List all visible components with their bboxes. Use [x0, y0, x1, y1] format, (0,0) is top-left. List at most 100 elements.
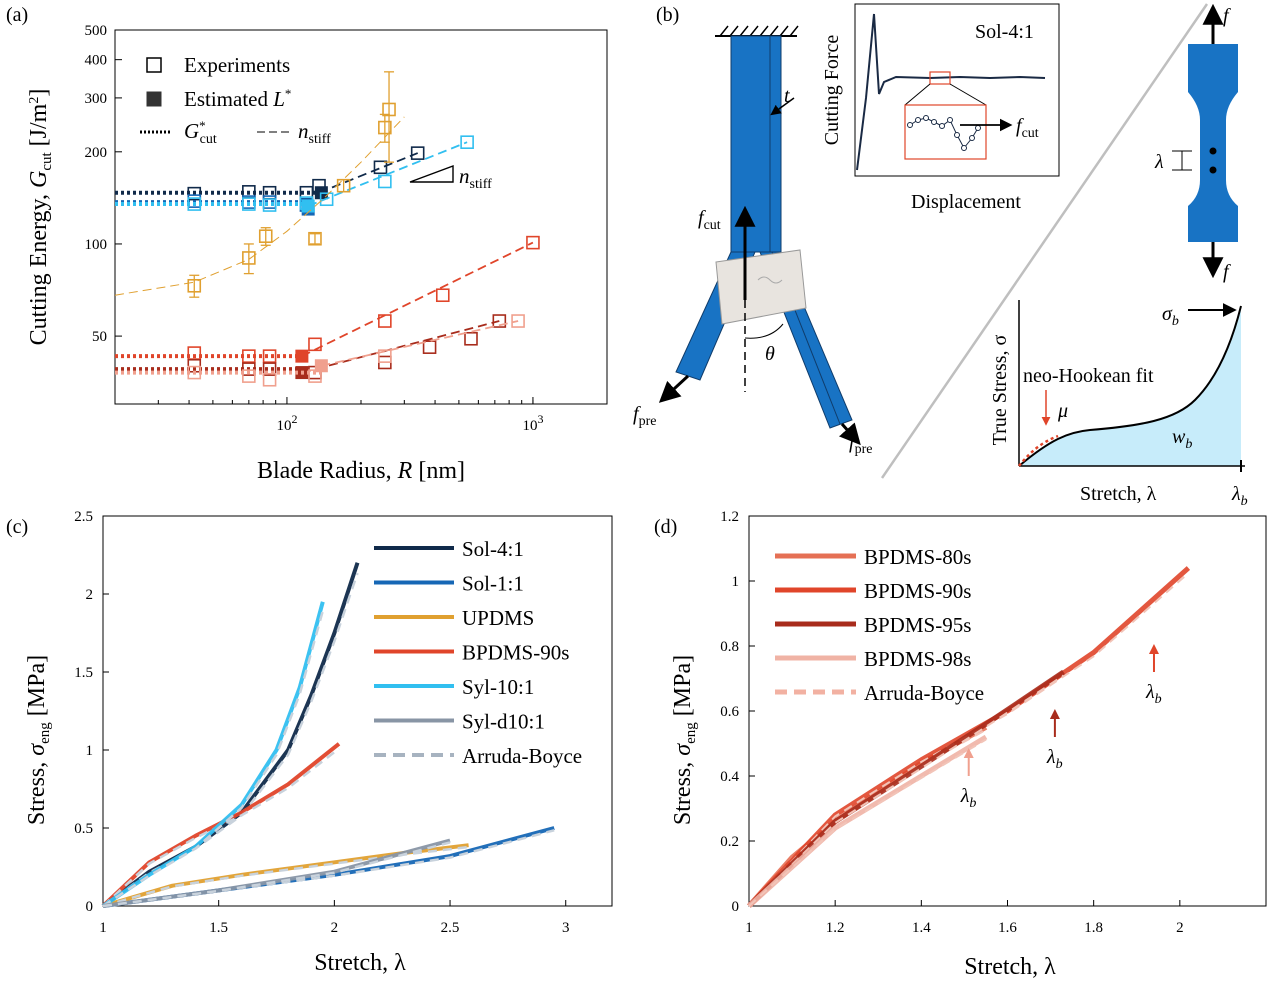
arruda-boyce-fit-UPDMS — [102, 845, 469, 908]
clamp-hatch — [719, 25, 799, 37]
panel-a-x-label: Blade Radius, R [nm] — [257, 458, 465, 484]
break-arrow-head — [1049, 709, 1060, 719]
y-tick-label: 2 — [86, 587, 94, 603]
y-tick-label: 50 — [92, 329, 107, 345]
slope-label: nstiff — [459, 164, 492, 192]
nstiff-fit-line — [321, 320, 519, 367]
fit-label: neo-Hookean fit — [1023, 365, 1154, 387]
y-tick-label: 1 — [86, 743, 94, 759]
force-inset-sample: Sol-4:1 — [975, 21, 1034, 43]
estimated-point — [301, 199, 315, 213]
zoom-dots — [907, 115, 981, 151]
legend-estimated-label: Estimated L* — [184, 86, 291, 111]
panel-d-x-label: Stretch, λ — [964, 954, 1056, 980]
zoom-small-box — [929, 71, 951, 85]
y-tick-label: 300 — [85, 91, 108, 107]
lambda-b-label: λb — [1231, 483, 1248, 509]
fpre-right-label: fpre — [849, 431, 872, 457]
experiment-point — [242, 349, 256, 363]
experiment-point — [262, 372, 277, 387]
panel-c-axes-box — [102, 515, 613, 907]
arruda-boyce-fit-Sol-4:1 — [102, 572, 359, 908]
y-tick-label: 1 — [732, 574, 740, 590]
experiment-point — [242, 251, 256, 265]
x-tick-label: 102 — [276, 412, 297, 434]
dogbone-dot-1 — [1209, 147, 1217, 155]
fcut-inset-label: fcut — [1016, 115, 1039, 141]
stress-y-label: True Stress, σ — [989, 334, 1011, 445]
wb-area — [1019, 306, 1241, 466]
arruda-boyce-fit-Syl-d10:1 — [102, 841, 451, 908]
y-tick-label: 0.6 — [720, 704, 739, 720]
stress-curve-BPDMS-80s — [747, 725, 988, 908]
panel-c-chart: Stretch, λ Stress, σeng [MPa] 1 1.5 2 2.5 3 0… — [24, 509, 613, 976]
arruda-boyce-fit-Syl-10:1 — [102, 610, 325, 908]
y-tick-label: 1.2 — [720, 509, 739, 525]
stress-curve-Syl-10:1 — [101, 601, 325, 908]
experiment-point — [242, 362, 256, 376]
t-label: t — [784, 85, 790, 107]
experiment-point — [492, 314, 507, 328]
fcut-label: fcut — [698, 207, 721, 233]
legend-label: Sol-1:1 — [462, 572, 524, 596]
nstiff-fit-line — [307, 141, 468, 207]
stress-curve-Syl-d10:1 — [102, 838, 451, 908]
x-tick-label: 2.5 — [441, 920, 460, 936]
legend-label: BPDMS-90s — [864, 579, 971, 603]
experiment-point — [464, 331, 478, 346]
panel-d-y-label: Stress, σeng [MPa] — [670, 655, 699, 825]
panel-d-legend: BPDMS-80s BPDMS-90s BPDMS-95s BPDMS-98s Arru… — [775, 545, 984, 705]
estimated-point — [314, 359, 328, 373]
break-arrow-head — [1148, 644, 1159, 654]
panel-label-a: (a) — [6, 4, 28, 26]
x-tick-label: 1.5 — [209, 920, 228, 936]
break-label: λb — [960, 785, 977, 811]
experiment-point — [382, 102, 396, 117]
legend-label: UPDMS — [462, 606, 534, 630]
theta-arc — [744, 323, 784, 339]
legend-label: BPDMS-80s — [864, 545, 971, 569]
y-tick-label: 100 — [85, 237, 108, 253]
legend-experiments-marker — [146, 57, 162, 73]
x-tick-label: 1.8 — [1084, 920, 1103, 936]
experiment-point — [262, 362, 277, 376]
zoom-big-box — [904, 104, 987, 160]
mu-label: μ — [1057, 400, 1068, 422]
dogbone — [1188, 44, 1238, 242]
legend-label: BPDMS-98s — [864, 647, 971, 671]
panel-c-y-label: Stress, σeng [MPa] — [24, 655, 53, 825]
panel-a-chart: Blade Radius, R [nm] Cutting Energy, Gcu… — [26, 23, 608, 484]
x-tick-label: 1.6 — [998, 920, 1017, 936]
stress-curve-Sol-1:1 — [102, 826, 555, 908]
x-tick-label: 2 — [331, 920, 339, 936]
arruda-boyce-fit-Sol-1:1 — [102, 829, 555, 908]
x-tick-label: 1 — [99, 920, 107, 936]
blade-slot — [757, 276, 783, 284]
x-tick-label: 1.4 — [912, 920, 931, 936]
y-tick-label: 400 — [85, 53, 108, 69]
break-label: λb — [1046, 746, 1063, 772]
panel-c-legend: Sol-4:1 Sol-1:1 UPDMS BPDMS-90s Syl-10:1 Syl-… — [374, 537, 582, 768]
sigma-b-label: σb — [1162, 303, 1179, 329]
y-tick-label: 1.5 — [74, 665, 93, 681]
nstiff-fit-line — [318, 152, 419, 194]
experiment-point — [187, 365, 202, 380]
experiment-point — [319, 192, 334, 207]
y-tick-label: 0 — [86, 899, 94, 915]
theta-label: θ — [765, 343, 775, 365]
dogbone-dot-2 — [1209, 166, 1217, 174]
experiment-point — [526, 235, 540, 250]
x-tick-label: 1 — [745, 920, 753, 936]
nstiff-fit-line — [114, 116, 405, 296]
stress-curve — [1018, 305, 1242, 467]
panel-label-b: (b) — [656, 4, 679, 26]
break-arrow-head — [963, 748, 974, 758]
experiment-point — [242, 369, 256, 383]
experiment-point — [242, 197, 256, 211]
panel-a-legend: Experiments Estimated L* G* cut nstiff — [140, 53, 331, 147]
y-tick-label: 0.2 — [720, 834, 739, 850]
experiment-point — [258, 229, 273, 244]
legend-label: Sol-4:1 — [462, 537, 524, 561]
x-tick-label: 3 — [562, 920, 570, 936]
